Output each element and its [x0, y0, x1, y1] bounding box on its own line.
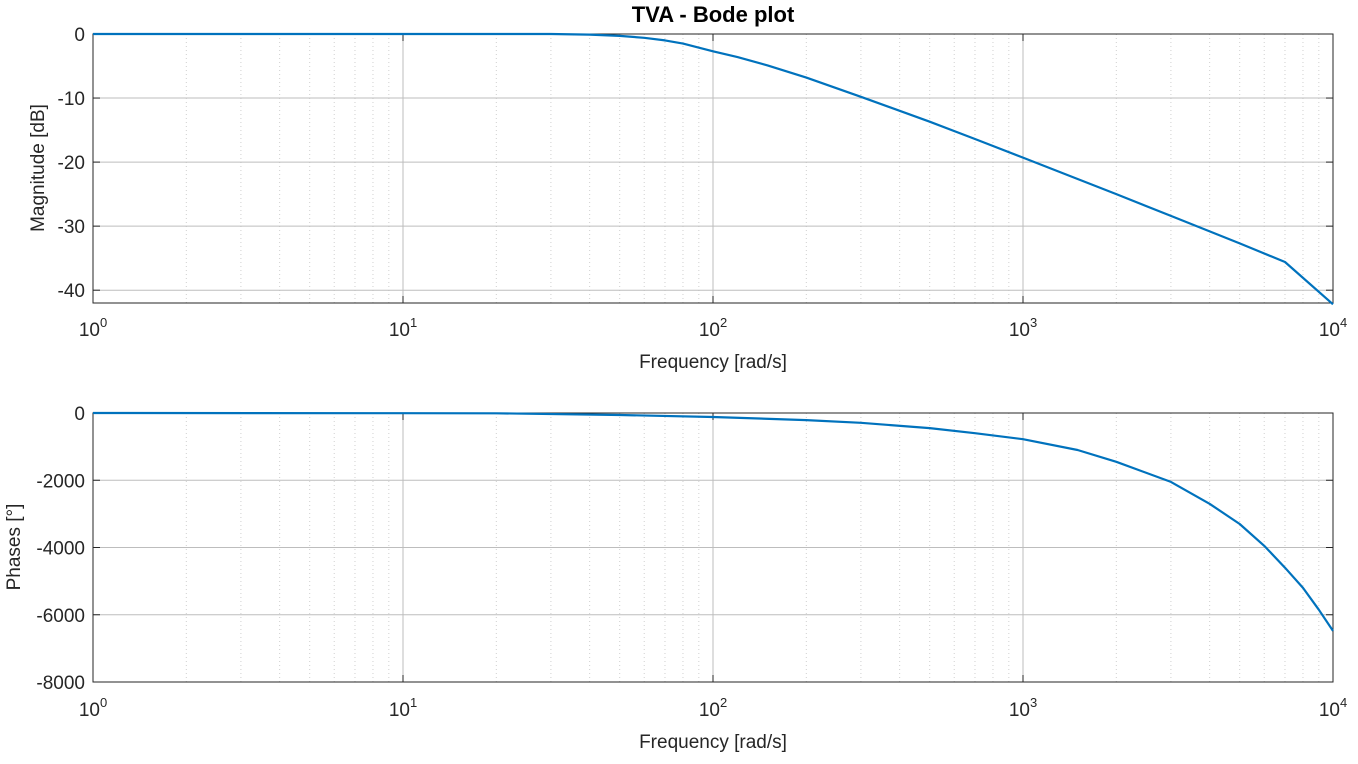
x-tick-label: 104 [1319, 315, 1347, 341]
x-tick-label: 101 [389, 695, 417, 721]
x-tick-label: 102 [699, 695, 727, 721]
x-tick-label: 103 [1009, 695, 1037, 721]
y-axis-label: Phases [°] [4, 504, 25, 591]
y-tick-label: -10 [58, 89, 85, 110]
x-tick-label: 102 [699, 315, 727, 341]
y-tick-label: -2000 [36, 471, 85, 492]
x-axis-label: Frequency [rad/s] [639, 732, 787, 753]
magnitude-axes: 100 101 102 103 104 0 -10 -20 -30 -40 Frequency [r… [28, 25, 1347, 373]
figure-title: TVA - Bode plot [632, 2, 795, 27]
y-tick-label: 0 [74, 404, 85, 425]
y-tick-label: -30 [58, 217, 85, 238]
phase-axes: 100 101 102 103 104 0 -2000 -4000 -6000 -8000 Freq… [4, 404, 1347, 753]
x-tick-label: 101 [389, 315, 417, 341]
y-tick-label: 0 [74, 25, 85, 46]
x-tick-label: 104 [1319, 695, 1347, 721]
y-axis-label: Magnitude [dB] [28, 104, 49, 232]
magnitude-curve [93, 32, 1334, 306]
grid [92, 33, 1334, 303]
tick-marks [92, 33, 1334, 303]
y-tick-label: -6000 [36, 606, 85, 627]
x-axis-label: Frequency [rad/s] [639, 352, 787, 373]
grid [92, 412, 1334, 683]
x-tick-label: 100 [79, 315, 107, 341]
x-tick-label: 100 [79, 695, 107, 721]
y-tick-label: -4000 [36, 539, 85, 560]
phase-curve [92, 411, 1334, 632]
x-tick-label: 103 [1009, 315, 1037, 341]
y-tick-label: -20 [58, 153, 85, 174]
y-tick-label: -8000 [36, 673, 85, 694]
y-tick-label: -40 [58, 281, 85, 302]
